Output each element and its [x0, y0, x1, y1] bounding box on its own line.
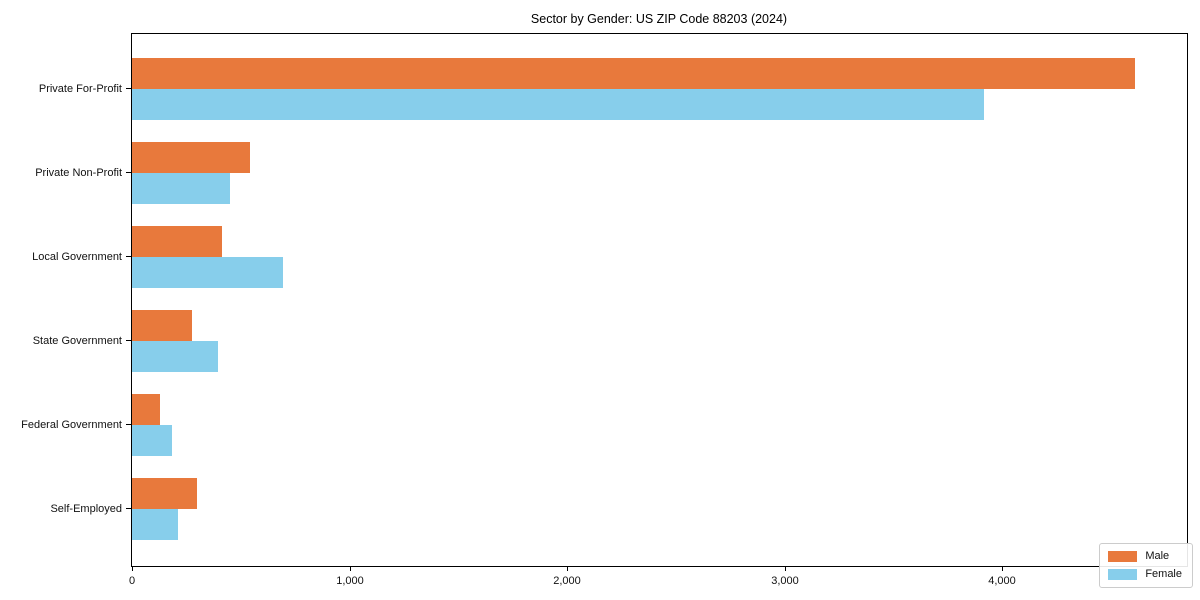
x-tick-mark	[132, 566, 134, 571]
category-label-private-non-profit: Private Non-Profit	[35, 167, 122, 179]
legend: Male Female	[1099, 543, 1193, 588]
y-tick-mark	[126, 340, 131, 342]
chart-title: Sector by Gender: US ZIP Code 88203 (202…	[530, 12, 788, 26]
legend-item-female: Female	[1108, 569, 1182, 580]
x-tick-mark	[567, 566, 569, 571]
category-label-local-government: Local Government	[32, 251, 122, 263]
bar-female-self-employed	[132, 509, 178, 540]
y-tick-mark	[126, 256, 131, 258]
female-series-swatch	[1108, 569, 1138, 580]
legend-label-male: Male	[1145, 550, 1170, 562]
bar-male-state-government	[132, 310, 192, 341]
x-tick-label-1-000: 1,000	[336, 575, 364, 587]
x-tick-label-2-000: 2,000	[553, 575, 581, 587]
bar-male-private-non-profit	[132, 142, 250, 173]
category-label-state-government: State Government	[32, 335, 122, 347]
y-tick-mark	[126, 424, 131, 426]
bar-female-private-for-profit	[132, 89, 984, 120]
legend-label-female: Female	[1145, 568, 1182, 580]
bar-male-private-for-profit	[132, 58, 1135, 89]
x-tick-mark	[1002, 566, 1004, 571]
male-series-swatch	[1108, 551, 1138, 562]
legend-item-male: Male	[1108, 551, 1182, 562]
plot-area: Private For-Profit Private Non-Profit Loca…	[21, 33, 1188, 587]
x-tick-label-0: 0	[128, 575, 136, 587]
y-tick-mark	[126, 172, 131, 174]
category-label-federal-government: Federal Government	[21, 419, 122, 431]
y-tick-mark	[126, 508, 131, 510]
bar-female-state-government	[132, 341, 218, 372]
y-tick-mark	[126, 88, 131, 90]
x-tick-label-3-000: 3,000	[771, 575, 799, 587]
bar-male-federal-government	[132, 394, 160, 425]
category-label-private-for-profit: Private For-Profit	[38, 83, 122, 95]
bar-female-local-government	[132, 257, 283, 288]
category-label-self-employed: Self-Employed	[50, 503, 122, 515]
bar-female-private-non-profit	[132, 173, 230, 204]
bar-female-federal-government	[132, 425, 172, 456]
x-tick-mark	[785, 566, 787, 571]
bar-male-local-government	[132, 226, 222, 257]
bar-male-self-employed	[132, 478, 197, 509]
x-tick-label-4-000: 4,000	[988, 575, 1016, 587]
x-tick-mark	[350, 566, 352, 571]
